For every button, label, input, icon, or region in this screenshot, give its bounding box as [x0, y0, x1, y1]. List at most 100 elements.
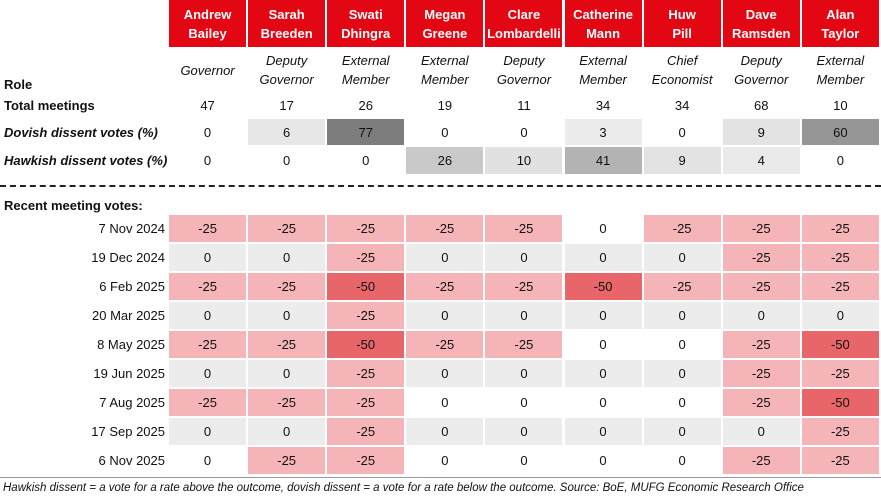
vote-text: 0	[203, 250, 212, 265]
vote: 0	[801, 302, 879, 329]
vote: 0	[169, 447, 246, 474]
vote-text: -25	[514, 221, 534, 236]
row-label-text: Role	[4, 77, 33, 92]
vote: 0	[406, 447, 483, 474]
vote-text: -25	[751, 366, 771, 381]
role: External Member	[802, 49, 879, 91]
vote-text: -25	[435, 337, 455, 352]
meeting-date: 6 Nov 2025	[0, 446, 168, 475]
vote: -25	[169, 273, 247, 300]
meeting-date: 7 Aug 2025	[0, 388, 168, 417]
vote-text: -50	[356, 279, 376, 294]
vote-text: 0	[520, 366, 528, 381]
dovish-dissent: 0	[169, 119, 246, 145]
vote-text: -25	[198, 337, 217, 352]
vote-text: -25	[672, 279, 692, 294]
vote: 0	[644, 331, 721, 358]
hawkish-dissent: 41	[564, 147, 642, 174]
vote-text: 0	[520, 395, 528, 410]
vote-text: 0	[283, 424, 291, 439]
hawkish-dissent: 0	[248, 147, 325, 174]
total-meetings: 10	[802, 93, 879, 117]
role: Deputy Governor	[248, 49, 325, 91]
vote-text: -25	[830, 424, 850, 439]
hawkish-dissent-text: 0	[283, 153, 291, 168]
vote: 0	[643, 302, 721, 329]
vote-text: -25	[830, 453, 850, 468]
vote: 0	[248, 302, 326, 329]
dovish-dissent: 6	[248, 119, 326, 145]
row-label: Role	[0, 48, 168, 92]
meeting-date: 6 Feb 2025	[0, 272, 168, 301]
vote: -25	[169, 389, 247, 416]
meeting-date-text: 19 Dec 2024	[91, 250, 165, 265]
vote-text: 0	[599, 221, 607, 236]
vote: -25	[801, 418, 879, 445]
vote-text: -25	[356, 395, 376, 410]
vote: 0	[248, 418, 326, 445]
vote: 0	[644, 447, 721, 474]
meeting-date: 7 Nov 2024	[0, 214, 168, 243]
vote-text: 0	[441, 366, 449, 381]
meeting-date-text: 6 Nov 2025	[98, 453, 166, 468]
vote-text: -25	[435, 279, 455, 294]
vote-text: 0	[283, 366, 291, 381]
total-meetings: 11	[485, 93, 562, 117]
vote: -25	[169, 331, 247, 358]
role-text: External Member	[579, 53, 627, 87]
vote: 0	[722, 302, 800, 329]
vote-text: -25	[356, 221, 376, 236]
vote-text: -50	[830, 395, 850, 410]
dovish-dissent-text: 6	[283, 124, 291, 140]
dovish-dissent: 60	[801, 119, 879, 145]
vote: 0	[485, 389, 562, 416]
member-name: Andrew Bailey	[169, 0, 247, 47]
vote-text: -25	[751, 453, 771, 468]
vote-text: 0	[441, 308, 449, 323]
vote-text: -25	[751, 395, 771, 410]
vote: -50	[801, 331, 879, 358]
member-name-text: Andrew Bailey	[183, 6, 232, 41]
role: External Member	[406, 49, 483, 91]
vote: -50	[327, 331, 405, 358]
vote: -25	[801, 360, 879, 387]
member-name-text: Huw Pill	[668, 6, 696, 41]
role: External Member	[565, 49, 642, 91]
vote: 0	[565, 331, 642, 358]
vote-text: 0	[203, 424, 212, 439]
vote-text: -25	[751, 279, 771, 294]
vote-text: -25	[198, 279, 217, 294]
vote: 0	[485, 244, 563, 271]
vote-text: 0	[678, 366, 686, 381]
vote: -25	[327, 389, 405, 416]
vote-text: 0	[520, 453, 528, 468]
vote-text: 0	[599, 337, 607, 352]
vote-text: 0	[599, 395, 607, 410]
vote: 0	[564, 360, 642, 387]
vote-text: -25	[830, 221, 850, 236]
vote: -25	[327, 302, 405, 329]
hawkish-dissent: 26	[406, 147, 484, 174]
vote-text: -25	[830, 366, 850, 381]
vote: 0	[643, 360, 721, 387]
vote: -25	[643, 273, 721, 300]
vote: -25	[801, 273, 879, 300]
member-name: Catherine Mann	[564, 0, 642, 47]
dovish-dissent-text: 0	[203, 124, 212, 140]
vote-text: -25	[198, 395, 217, 410]
row-label: Dovish dissent votes (%)	[0, 118, 168, 146]
meeting-date: 19 Dec 2024	[0, 243, 168, 272]
vote-text: -25	[830, 279, 850, 294]
vote-text: -25	[751, 221, 771, 236]
vote: 0	[564, 244, 642, 271]
vote-text: 0	[520, 308, 528, 323]
vote-text: -25	[277, 337, 297, 352]
row-label: Total meetings	[0, 92, 168, 118]
role-text: Governor	[180, 62, 235, 78]
vote: 0	[406, 418, 484, 445]
vote: 0	[169, 302, 247, 329]
vote: -25	[722, 447, 800, 474]
vote: 0	[722, 418, 800, 445]
vote: 0	[248, 244, 326, 271]
vote: -25	[169, 215, 247, 242]
